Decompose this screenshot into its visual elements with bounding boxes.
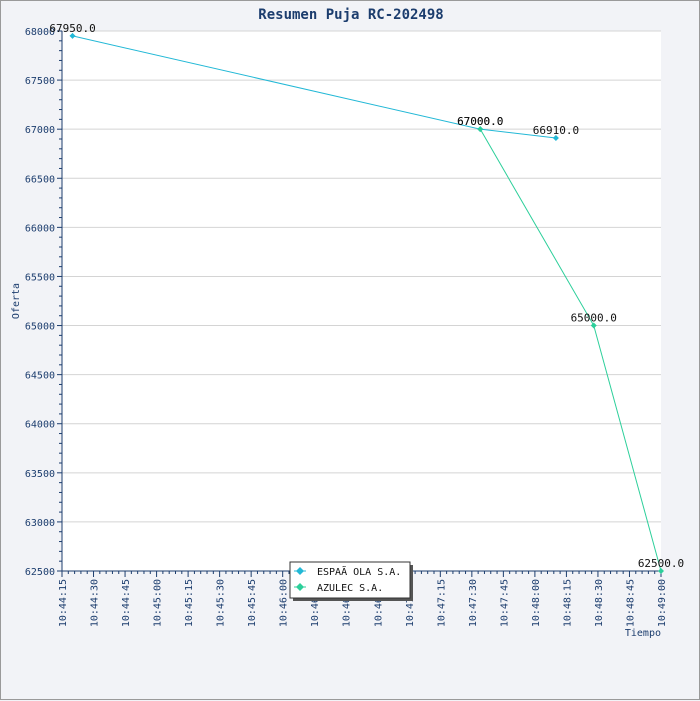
x-tick-label: 10:44:45	[121, 579, 132, 627]
y-tick-label: 64500	[25, 371, 55, 382]
x-tick-label: 10:46:00	[279, 579, 290, 627]
x-tick-label: 10:47:15	[436, 579, 447, 627]
legend-box	[289, 561, 411, 599]
y-tick-label: 65000	[25, 322, 55, 333]
series-0: 67950.0 67000.0 66910.0	[49, 22, 579, 142]
data-point	[477, 126, 484, 133]
data-label: 66910.0	[533, 124, 579, 137]
x-tick-label: 10:45:15	[184, 579, 195, 627]
y-axis-label: Oferta	[11, 283, 22, 319]
x-tick-label: 10:49:00	[657, 579, 668, 627]
y-tick-label: 64000	[25, 420, 55, 431]
x-axis-ticks: 10:44:15 10:44:30 10:44:45 10:45:00 10:45:15…	[58, 571, 668, 627]
legend: ESPAÃ OLA S.A. AZULEC S.A.	[289, 561, 413, 601]
legend-label-espanola: ESPAÃ OLA S.A.	[317, 565, 401, 578]
y-tick-label: 68000	[25, 27, 55, 38]
x-tick-label: 10:44:30	[90, 579, 101, 627]
x-tick-label: 10:45:30	[216, 579, 227, 627]
x-tick-label: 10:46:45	[373, 579, 384, 627]
x-tick-label: 10:47:00	[405, 579, 416, 627]
y-tick-label: 67000	[25, 125, 55, 136]
x-tick-label: 10:47:30	[468, 579, 479, 627]
x-tick-label: 10:48:30	[594, 579, 605, 627]
x-tick-label: 10:48:15	[562, 579, 573, 627]
y-tick-label: 66000	[25, 223, 55, 234]
data-point	[69, 32, 76, 39]
y-tick-label: 65500	[25, 272, 55, 283]
data-label: 65000.0	[571, 312, 617, 325]
data-label: 67000.0	[457, 115, 503, 128]
plot-area	[62, 31, 661, 571]
data-point	[590, 322, 597, 329]
data-label: 67000.0	[457, 115, 503, 128]
y-tick-label: 63500	[25, 469, 55, 480]
x-axis-label: Tiempo	[625, 628, 661, 639]
y-tick-label: 62500	[25, 567, 55, 578]
x-tick-label: 10:48:00	[531, 579, 542, 627]
data-label: 67950.0	[49, 22, 95, 35]
y-axis-ticks: 62500 63000 63500 64000 64500 65000 65500 66000…	[25, 27, 62, 578]
legend-label-azulec: AZULEC S.A.	[317, 583, 383, 594]
x-tick-label: 10:45:00	[153, 579, 164, 627]
series-1: 67000.0 65000.0 62500.0	[457, 115, 684, 574]
data-point	[552, 135, 559, 142]
x-tick-label: 10:44:15	[58, 579, 69, 627]
data-label: 62500.0	[638, 557, 684, 570]
y-tick-label: 67500	[25, 76, 55, 87]
y-tick-label: 63000	[25, 518, 55, 529]
x-tick-label: 10:46:15	[310, 579, 321, 627]
x-tick-label: 10:45:45	[247, 579, 258, 627]
chart-title: Resumen Puja RC-202498	[258, 7, 443, 23]
x-tick-label: 10:46:30	[342, 579, 353, 627]
x-tick-label: 10:48:45	[625, 579, 636, 627]
data-point	[658, 568, 664, 574]
grid-lines	[62, 30, 661, 523]
y-tick-label: 66500	[25, 174, 55, 185]
x-tick-label: 10:47:45	[499, 579, 510, 627]
